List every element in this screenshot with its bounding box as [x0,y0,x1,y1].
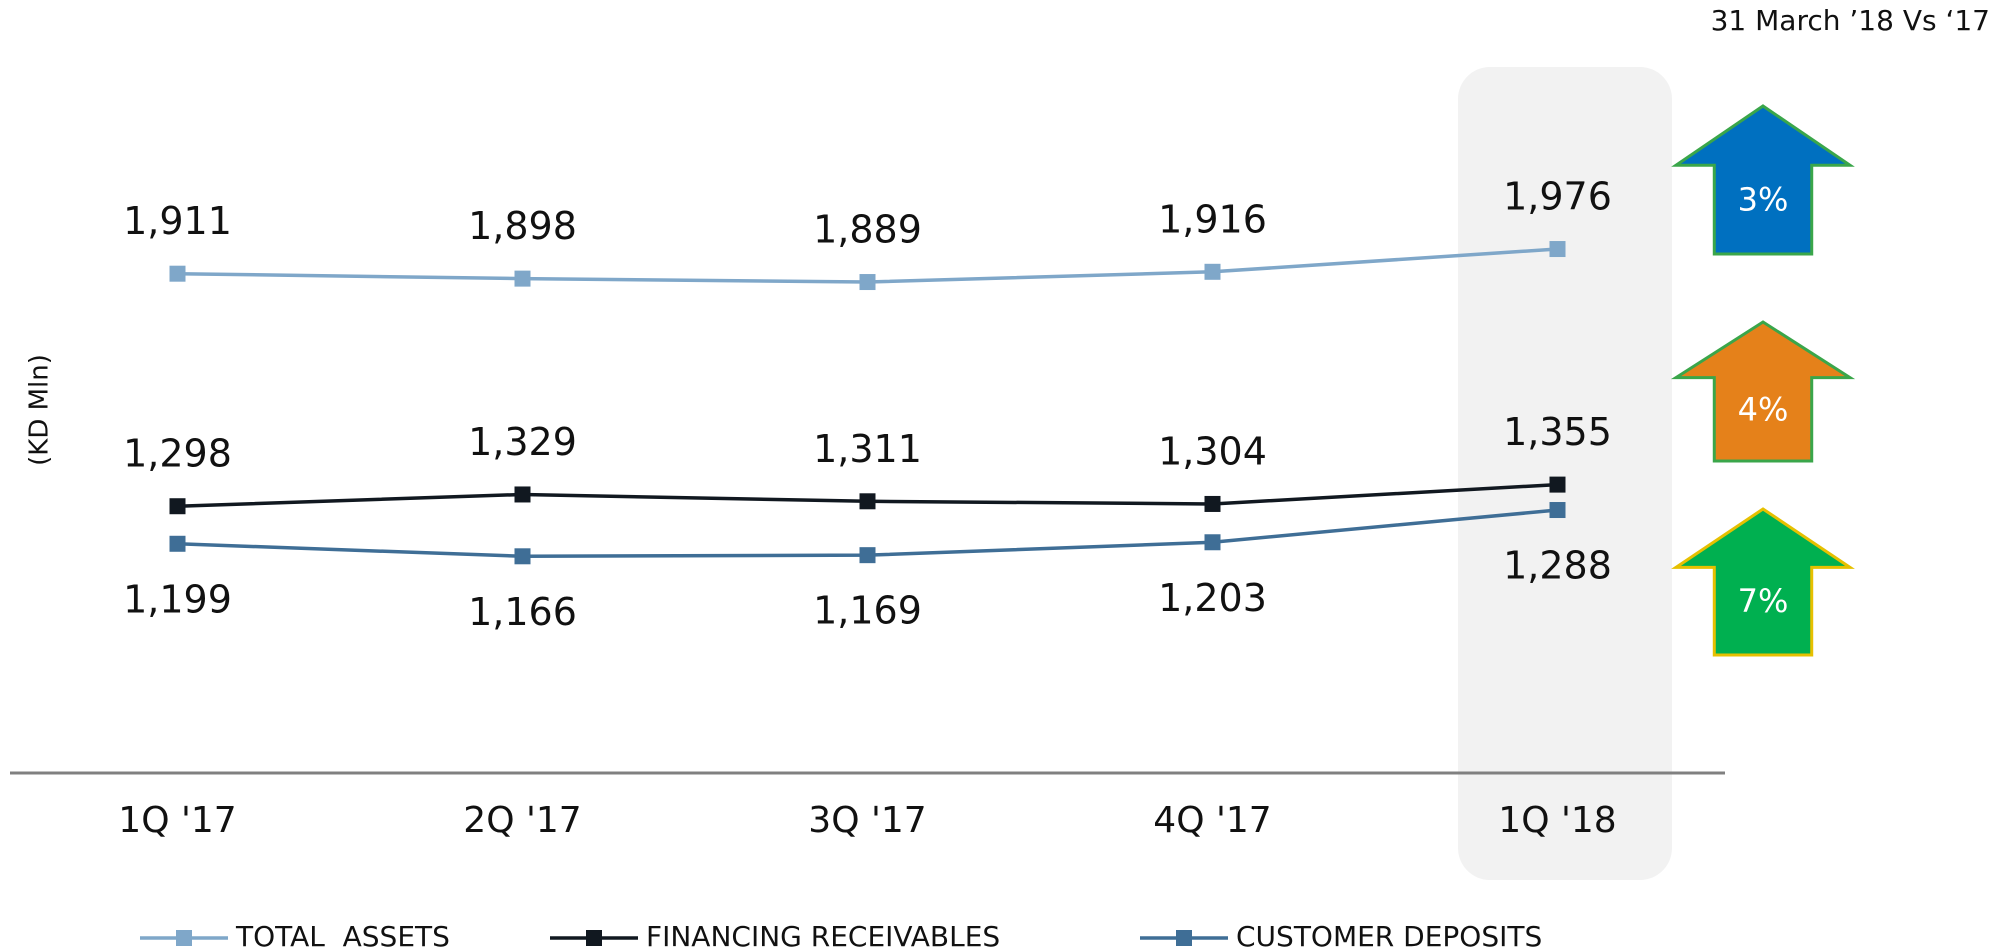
marker [169,498,186,515]
marker [1549,241,1566,258]
value-label: 1,898 [468,204,577,248]
marker [514,270,531,287]
arrow [1671,507,1855,657]
x-tick-label: 2Q '17 [463,800,581,841]
marker [1549,476,1566,493]
legend-marker [176,930,192,946]
legend-label: FINANCING RECEIVABLES [646,920,1000,947]
value-label: 1,311 [813,427,922,471]
value-label: 1,976 [1503,175,1612,219]
legend-label: CUSTOMER DEPOSITS [1236,920,1542,947]
value-label: 1,304 [1158,429,1267,473]
marker [1204,495,1221,512]
value-label: 1,889 [813,208,922,252]
value-label: 1,355 [1503,410,1612,454]
legend-marker [1176,930,1192,946]
arrow-label: 3% [1738,181,1789,219]
value-label: 1,199 [123,577,232,621]
marker [1549,502,1566,519]
value-label: 1,911 [123,199,232,243]
marker [1204,534,1221,551]
arrow [1670,320,1856,463]
value-label: 1,166 [468,590,577,634]
highlight-box [1458,67,1672,880]
marker [1204,263,1221,280]
value-label: 1,169 [813,589,922,633]
marker [169,265,186,282]
y-axis-label: (KD Mln) [25,354,55,466]
marker [859,493,876,510]
header: 31 March ’18 Vs ‘17 [1711,4,1990,37]
arrow [1671,104,1855,256]
value-label: 1,329 [468,420,577,464]
value-label: 1,916 [1158,197,1267,241]
x-tick-label: 1Q '18 [1498,800,1616,841]
marker [859,547,876,564]
arrow-label: 4% [1738,390,1789,428]
x-tick-label: 4Q '17 [1153,800,1271,841]
arrow-label: 7% [1738,582,1789,620]
legend-marker [586,930,602,946]
x-tick-label: 1Q '17 [118,800,236,841]
marker [169,535,186,552]
marker [859,274,876,291]
x-tick-label: 3Q '17 [808,800,926,841]
value-label: 1,298 [123,432,232,476]
value-label: 1,288 [1503,544,1612,588]
marker [514,486,531,503]
legend-label: TOTAL ASSETS [235,920,450,947]
value-label: 1,203 [1158,576,1267,620]
marker [514,548,531,565]
